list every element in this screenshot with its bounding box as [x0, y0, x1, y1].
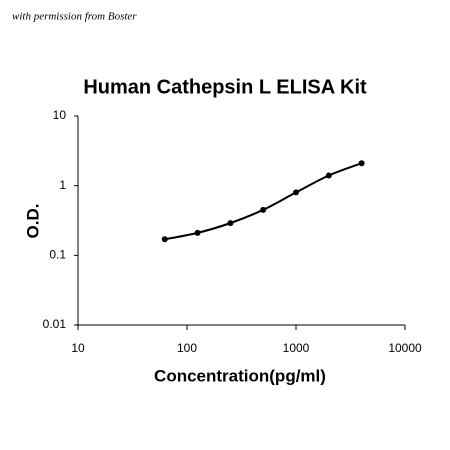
- chart-title: Human Cathepsin L ELISA Kit: [83, 76, 367, 98]
- data-point: [194, 229, 201, 236]
- curve: [164, 162, 362, 241]
- data-point: [325, 172, 332, 179]
- x-tick-label: 1000: [283, 341, 310, 355]
- y-tick-label: 0.1: [49, 248, 66, 262]
- data-point: [293, 189, 299, 196]
- y-tick-label: 0.01: [43, 317, 67, 331]
- data-point: [260, 206, 267, 213]
- y-axis-label: O.D.: [23, 204, 42, 239]
- data-point: [358, 160, 365, 167]
- x-tick-label: 10: [71, 341, 85, 355]
- x-tick-label: 100: [177, 341, 197, 355]
- x-axis-label: Concentration(pg/ml): [154, 366, 326, 385]
- data-point: [161, 236, 168, 243]
- y-tick-label: 10: [53, 108, 67, 122]
- x-tick-label: 10000: [388, 341, 422, 355]
- y-tick-label: 1: [59, 178, 66, 192]
- data-point: [227, 220, 234, 227]
- watermark: with permission from Boster: [12, 11, 137, 23]
